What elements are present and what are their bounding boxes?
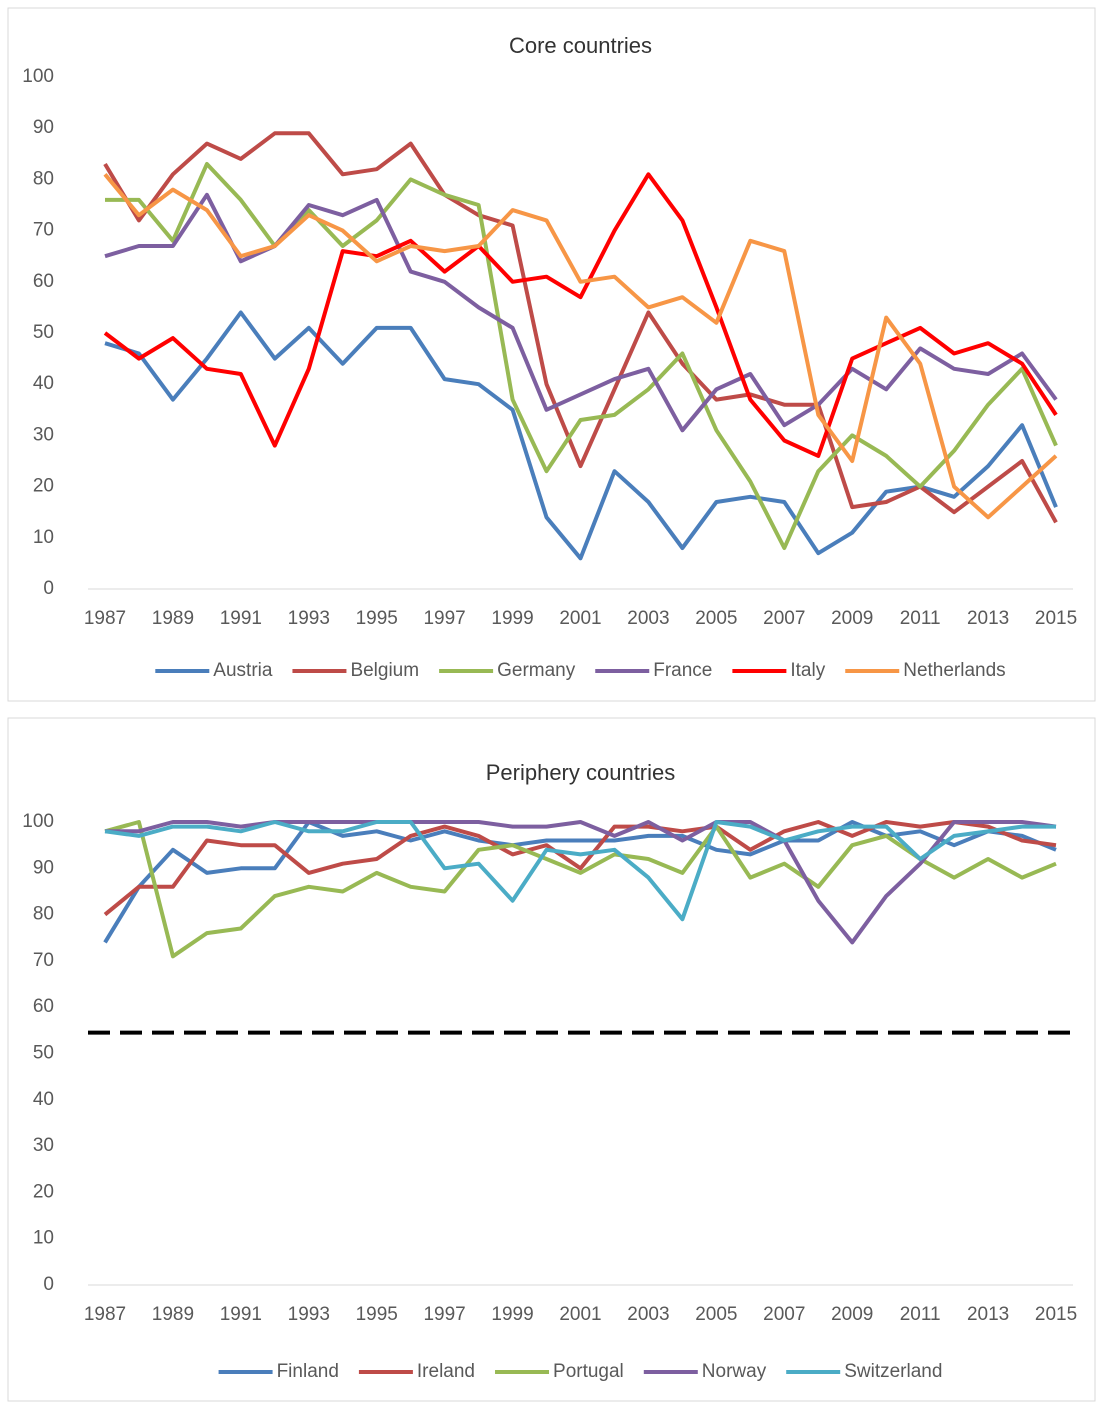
x-tick-label: 1987	[84, 1304, 126, 1325]
legend-label: Norway	[702, 1361, 767, 1382]
series-line	[104, 820, 1057, 959]
x-tick-label: 1991	[220, 608, 262, 629]
x-tick-label: 2007	[763, 1304, 805, 1325]
y-tick-label: 80	[33, 168, 54, 189]
series-line	[105, 162, 1058, 550]
legend-label: France	[653, 660, 712, 681]
x-tick-label: 2009	[831, 608, 873, 629]
x-tick-label: 2003	[627, 1304, 669, 1325]
legend-label: Italy	[790, 660, 825, 681]
x-tick-label: 1999	[491, 1304, 533, 1325]
y-tick-label: 10	[33, 1228, 54, 1249]
y-tick-label: 70	[33, 950, 54, 971]
y-tick-label: 100	[22, 66, 54, 87]
y-tick-label: 40	[33, 1089, 54, 1110]
series-line	[104, 310, 1058, 561]
y-tick-label: 20	[33, 1181, 54, 1202]
x-tick-label: 2001	[559, 1304, 601, 1325]
x-tick-label: 2003	[627, 608, 669, 629]
legend-label: Portugal	[553, 1361, 624, 1382]
x-tick-label: 2009	[831, 1304, 873, 1325]
panel	[7, 717, 1096, 1402]
x-tick-label: 2007	[763, 608, 805, 629]
y-tick-label: 0	[43, 1274, 54, 1295]
legend-label: Ireland	[417, 1361, 475, 1382]
series-line	[103, 172, 1058, 458]
y-tick-label: 100	[22, 811, 54, 832]
x-tick-label: 1993	[288, 1304, 330, 1325]
x-tick-label: 2015	[1035, 608, 1077, 629]
y-tick-label: 40	[33, 373, 54, 394]
x-tick-label: 2011	[900, 608, 941, 629]
y-tick-label: 30	[33, 424, 54, 445]
y-tick-label: 10	[33, 527, 54, 548]
x-tick-label: 2005	[695, 1304, 737, 1325]
series-line	[103, 820, 1057, 944]
series-line	[103, 820, 1057, 917]
x-tick-label: 1995	[356, 1304, 398, 1325]
x-tick-label: 2005	[695, 608, 737, 629]
series-line	[104, 192, 1058, 433]
series-line	[104, 820, 1056, 922]
x-tick-label: 1987	[84, 608, 126, 629]
x-tick-label: 1997	[423, 608, 465, 629]
legend-label: Belgium	[350, 660, 419, 681]
y-tick-label: 90	[33, 857, 54, 878]
x-tick-label: 1993	[288, 608, 330, 629]
x-tick-label: 2013	[967, 608, 1009, 629]
y-tick-label: 70	[33, 220, 54, 241]
x-tick-label: 1991	[220, 1304, 262, 1325]
y-tick-label: 50	[33, 322, 54, 343]
legend-label: Switzerland	[844, 1361, 942, 1382]
legend-label: Austria	[213, 660, 273, 681]
series-line	[103, 131, 1058, 524]
y-tick-label: 30	[33, 1135, 54, 1156]
y-tick-label: 50	[33, 1043, 54, 1064]
legend-label: Germany	[497, 660, 576, 681]
y-tick-label: 90	[33, 117, 54, 138]
y-tick-label: 0	[43, 578, 54, 599]
y-tick-label: 20	[33, 476, 54, 497]
chart-title: Core countries	[509, 33, 652, 58]
x-tick-label: 1997	[423, 1304, 465, 1325]
y-tick-label: 60	[33, 996, 54, 1017]
chart-title: Periphery countries	[486, 760, 676, 785]
x-tick-label: 1989	[152, 1304, 194, 1325]
legend-label: Netherlands	[903, 660, 1005, 681]
x-tick-label: 2011	[900, 1304, 941, 1325]
y-tick-label: 60	[33, 271, 54, 292]
x-tick-label: 1999	[491, 608, 533, 629]
x-tick-label: 2001	[559, 608, 601, 629]
x-tick-label: 2015	[1035, 1304, 1077, 1325]
series-line	[103, 173, 1058, 520]
panel	[7, 7, 1096, 702]
x-tick-label: 1989	[152, 608, 194, 629]
y-tick-label: 80	[33, 904, 54, 925]
legend-label: Finland	[277, 1361, 339, 1382]
x-tick-label: 1995	[356, 608, 398, 629]
x-tick-label: 2013	[967, 1304, 1009, 1325]
